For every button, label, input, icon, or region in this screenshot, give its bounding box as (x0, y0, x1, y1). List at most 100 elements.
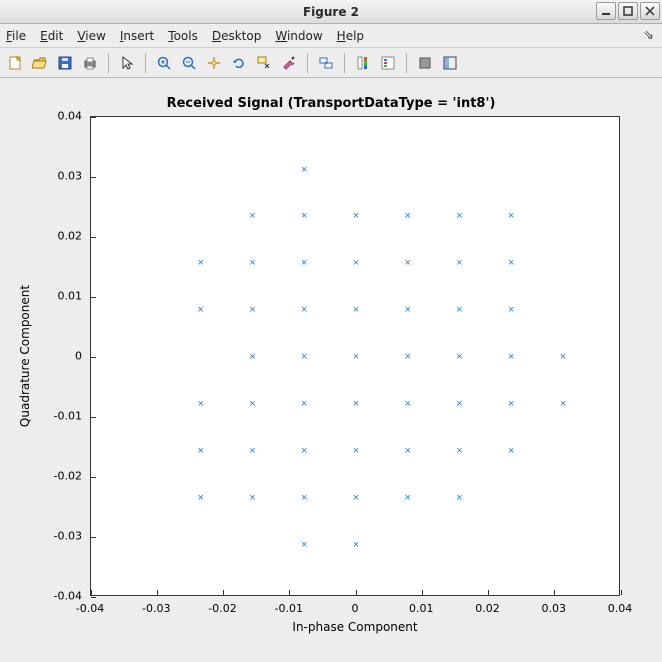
menu-help[interactable]: Help (337, 29, 364, 43)
window-title: Figure 2 (0, 5, 662, 19)
toolbar-separator (108, 53, 109, 73)
pointer-icon[interactable] (116, 52, 138, 74)
scatter-marker: × (198, 398, 204, 410)
scatter-marker: × (301, 539, 307, 551)
zoom-out-icon[interactable] (178, 52, 200, 74)
new-figure-icon[interactable] (4, 52, 26, 74)
rotate-icon[interactable] (228, 52, 250, 74)
minimize-button[interactable] (596, 2, 616, 20)
menu-insert[interactable]: Insert (120, 29, 154, 43)
scatter-marker: × (353, 257, 359, 269)
menu-tools[interactable]: Tools (168, 29, 198, 43)
colorbar-icon[interactable] (352, 52, 374, 74)
dock-icon[interactable] (439, 52, 461, 74)
x-tick (289, 590, 290, 595)
scatter-marker: × (405, 210, 411, 222)
scatter-marker: × (456, 492, 462, 504)
x-tick-label: 0.03 (542, 602, 567, 615)
scatter-marker: × (249, 492, 255, 504)
x-tick-label: 0.01 (409, 602, 434, 615)
pan-icon[interactable] (203, 52, 225, 74)
menu-file[interactable]: File (6, 29, 26, 43)
scatter-marker: × (301, 304, 307, 316)
scatter-marker: × (249, 304, 255, 316)
link-icon[interactable] (315, 52, 337, 74)
toolbar-separator (344, 53, 345, 73)
scatter-marker: × (508, 398, 514, 410)
save-icon[interactable] (54, 52, 76, 74)
menu-edit[interactable]: Edit (40, 29, 63, 43)
scatter-marker: × (301, 164, 307, 176)
x-tick (621, 590, 622, 595)
scatter-marker: × (405, 492, 411, 504)
close-button[interactable] (640, 2, 660, 20)
scatter-marker: × (301, 210, 307, 222)
print-icon[interactable] (79, 52, 101, 74)
y-tick-label: 0 (75, 350, 82, 363)
y-axis-label: Quadrature Component (18, 285, 32, 427)
figure-window: Figure 2 File Edit View Insert Tools Desktop W… (0, 0, 662, 662)
x-tick (554, 590, 555, 595)
scatter-marker: × (508, 351, 514, 363)
scatter-marker: × (301, 351, 307, 363)
scatter-marker: × (353, 351, 359, 363)
scatter-marker: × (456, 257, 462, 269)
y-tick-label: 0.02 (58, 230, 83, 243)
y-tick-label: -0.02 (54, 470, 82, 483)
x-tick (157, 590, 158, 595)
scatter-marker: × (353, 210, 359, 222)
scatter-marker: × (198, 492, 204, 504)
scatter-marker: × (301, 257, 307, 269)
x-tick-label: -0.03 (142, 602, 170, 615)
menu-overflow-icon[interactable]: ⇘ (643, 28, 654, 43)
scatter-marker: × (198, 445, 204, 457)
scatter-marker: × (560, 351, 566, 363)
scatter-marker: × (456, 210, 462, 222)
y-tick (91, 477, 96, 478)
maximize-button[interactable] (618, 2, 638, 20)
scatter-marker: × (249, 351, 255, 363)
scatter-marker: × (249, 257, 255, 269)
toolbar (0, 48, 662, 78)
open-icon[interactable] (29, 52, 51, 74)
legend-icon[interactable] (377, 52, 399, 74)
window-controls (596, 2, 660, 20)
x-tick-label: -0.01 (275, 602, 303, 615)
toolbar-separator (307, 53, 308, 73)
scatter-marker: × (249, 210, 255, 222)
y-tick (91, 297, 96, 298)
x-tick (91, 590, 92, 595)
scatter-marker: × (405, 257, 411, 269)
scatter-marker: × (301, 492, 307, 504)
menu-view[interactable]: View (77, 29, 105, 43)
x-tick-label: -0.02 (208, 602, 236, 615)
scatter-marker: × (456, 304, 462, 316)
data-cursor-icon[interactable] (253, 52, 275, 74)
scatter-marker: × (405, 304, 411, 316)
scatter-marker: × (508, 304, 514, 316)
scatter-marker: × (353, 398, 359, 410)
hide-tools-icon[interactable] (414, 52, 436, 74)
y-tick (91, 177, 96, 178)
y-tick-label: 0.03 (58, 170, 83, 183)
scatter-marker: × (301, 398, 307, 410)
scatter-marker: × (456, 398, 462, 410)
menu-desktop[interactable]: Desktop (212, 29, 262, 43)
x-axis-label: In-phase Component (292, 620, 417, 634)
scatter-marker: × (508, 257, 514, 269)
x-tick-label: -0.04 (76, 602, 104, 615)
scatter-marker: × (353, 445, 359, 457)
titlebar: Figure 2 (0, 0, 662, 24)
scatter-marker: × (353, 539, 359, 551)
y-tick (91, 597, 96, 598)
zoom-in-icon[interactable] (153, 52, 175, 74)
y-tick (91, 417, 96, 418)
scatter-marker: × (249, 398, 255, 410)
figure-area: Received Signal (TransportDataType = 'in… (0, 78, 662, 662)
plot-area[interactable]: ××××××××××××××××××××××××××××××××××××××××… (90, 116, 620, 596)
brush-icon[interactable] (278, 52, 300, 74)
y-tick-label: 0.04 (58, 110, 83, 123)
x-tick-label: 0.02 (475, 602, 500, 615)
menu-window[interactable]: Window (275, 29, 322, 43)
scatter-marker: × (508, 210, 514, 222)
